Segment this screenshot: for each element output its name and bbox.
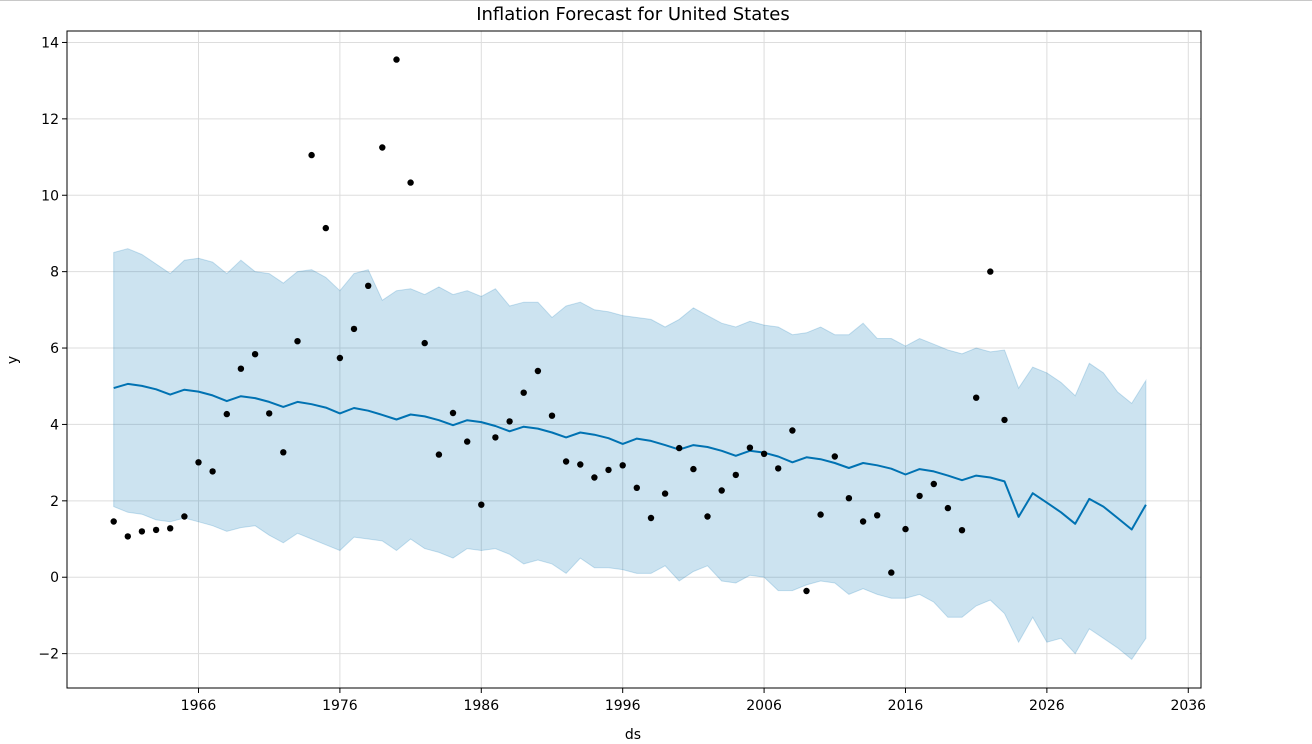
- uncertainty-band: [113, 248, 1147, 661]
- observed-point: [775, 465, 782, 472]
- observed-point: [732, 471, 739, 479]
- observed-point: [577, 461, 584, 468]
- observed-point: [393, 56, 400, 63]
- observed-point: [831, 453, 838, 460]
- observed-point: [308, 151, 315, 159]
- observed-point: [874, 512, 881, 519]
- observed-point: [944, 504, 952, 512]
- y-tick-label: 10: [41, 188, 59, 204]
- observed-point: [548, 412, 556, 419]
- observed-point: [435, 451, 443, 458]
- x-axis-label: ds: [625, 727, 641, 743]
- observed-point: [888, 569, 895, 576]
- y-tick-label: 0: [50, 570, 59, 586]
- observed-point: [280, 449, 287, 456]
- x-axis-ticks: 1966 1976 1986 1996 2006 2016 2026 2036: [181, 688, 1206, 714]
- y-tick-label: 4: [50, 417, 59, 433]
- x-tick-label: 1996: [605, 698, 641, 714]
- observed-point: [619, 462, 626, 469]
- observed-point: [266, 410, 273, 417]
- observed-point: [138, 528, 146, 535]
- observed-point: [237, 365, 245, 372]
- observed-point: [690, 465, 697, 473]
- forecast-line: [113, 382, 1147, 531]
- y-tick-label: 6: [50, 341, 59, 357]
- observed-point: [605, 466, 612, 474]
- observed-point: [859, 518, 867, 525]
- observed-point: [449, 409, 457, 417]
- observed-point: [421, 339, 428, 347]
- observed-point: [591, 474, 598, 481]
- x-tick-label: 2036: [1170, 698, 1206, 714]
- observed-point: [987, 268, 994, 275]
- y-tick-label: 2: [50, 494, 59, 510]
- observed-point: [534, 367, 542, 375]
- observed-point: [973, 394, 980, 401]
- observed-point: [336, 354, 344, 362]
- observed-point: [520, 389, 527, 396]
- observed-point: [746, 444, 754, 451]
- y-tick-label: 12: [41, 112, 59, 128]
- observed-point: [803, 587, 810, 595]
- uncertainty-band-layer: [113, 248, 1147, 661]
- observed-point: [223, 410, 230, 418]
- observed-point: [379, 144, 386, 151]
- observed-point: [195, 459, 202, 466]
- x-tick-label: 2026: [1029, 698, 1065, 714]
- x-tick-label: 1976: [322, 698, 358, 714]
- observed-point: [760, 450, 768, 457]
- observed-point: [845, 495, 853, 502]
- observed-point: [704, 513, 711, 520]
- observed-point: [167, 525, 174, 532]
- plot-frame: [66, 30, 1202, 689]
- chart-title: Inflation Forecast for United States: [476, 4, 790, 25]
- observed-points-layer: [110, 56, 1008, 595]
- observed-point: [930, 480, 937, 488]
- observed-point: [110, 518, 117, 525]
- observed-point: [817, 511, 824, 518]
- observed-point: [478, 501, 485, 508]
- observed-point: [492, 434, 499, 441]
- observed-point: [661, 490, 669, 497]
- observed-point: [464, 438, 471, 445]
- observed-point: [633, 484, 640, 491]
- observed-point: [676, 444, 683, 452]
- window-top-border: [0, 0, 1312, 1]
- x-tick-label: 2016: [888, 698, 924, 714]
- observed-point: [902, 525, 909, 533]
- observed-point: [958, 527, 966, 534]
- observed-point: [1001, 416, 1008, 424]
- observed-point: [647, 514, 655, 522]
- observed-point: [181, 513, 188, 520]
- observed-point: [365, 282, 372, 289]
- forecast-line-layer: [113, 382, 1147, 531]
- observed-point: [294, 338, 301, 345]
- y-axis-ticks: −2 0 2 4 6 8 10 12 14: [38, 35, 67, 663]
- y-tick-label: 14: [41, 35, 59, 51]
- observed-point: [407, 179, 414, 186]
- x-tick-label: 2006: [746, 698, 782, 714]
- y-tick-label: 8: [50, 265, 59, 281]
- observed-point: [152, 526, 160, 534]
- y-tick-label: −2: [38, 647, 59, 663]
- y-axis-label: y: [5, 356, 21, 364]
- observed-point: [562, 458, 570, 465]
- x-tick-label: 1986: [463, 698, 499, 714]
- observed-point: [124, 533, 131, 540]
- observed-point: [209, 468, 216, 475]
- x-tick-label: 1966: [181, 698, 217, 714]
- observed-point: [789, 427, 796, 434]
- observed-point: [916, 492, 923, 500]
- observed-point: [322, 224, 329, 232]
- observed-point: [350, 325, 358, 333]
- observed-point: [506, 418, 513, 425]
- observed-point: [251, 351, 259, 358]
- observed-point: [718, 487, 725, 494]
